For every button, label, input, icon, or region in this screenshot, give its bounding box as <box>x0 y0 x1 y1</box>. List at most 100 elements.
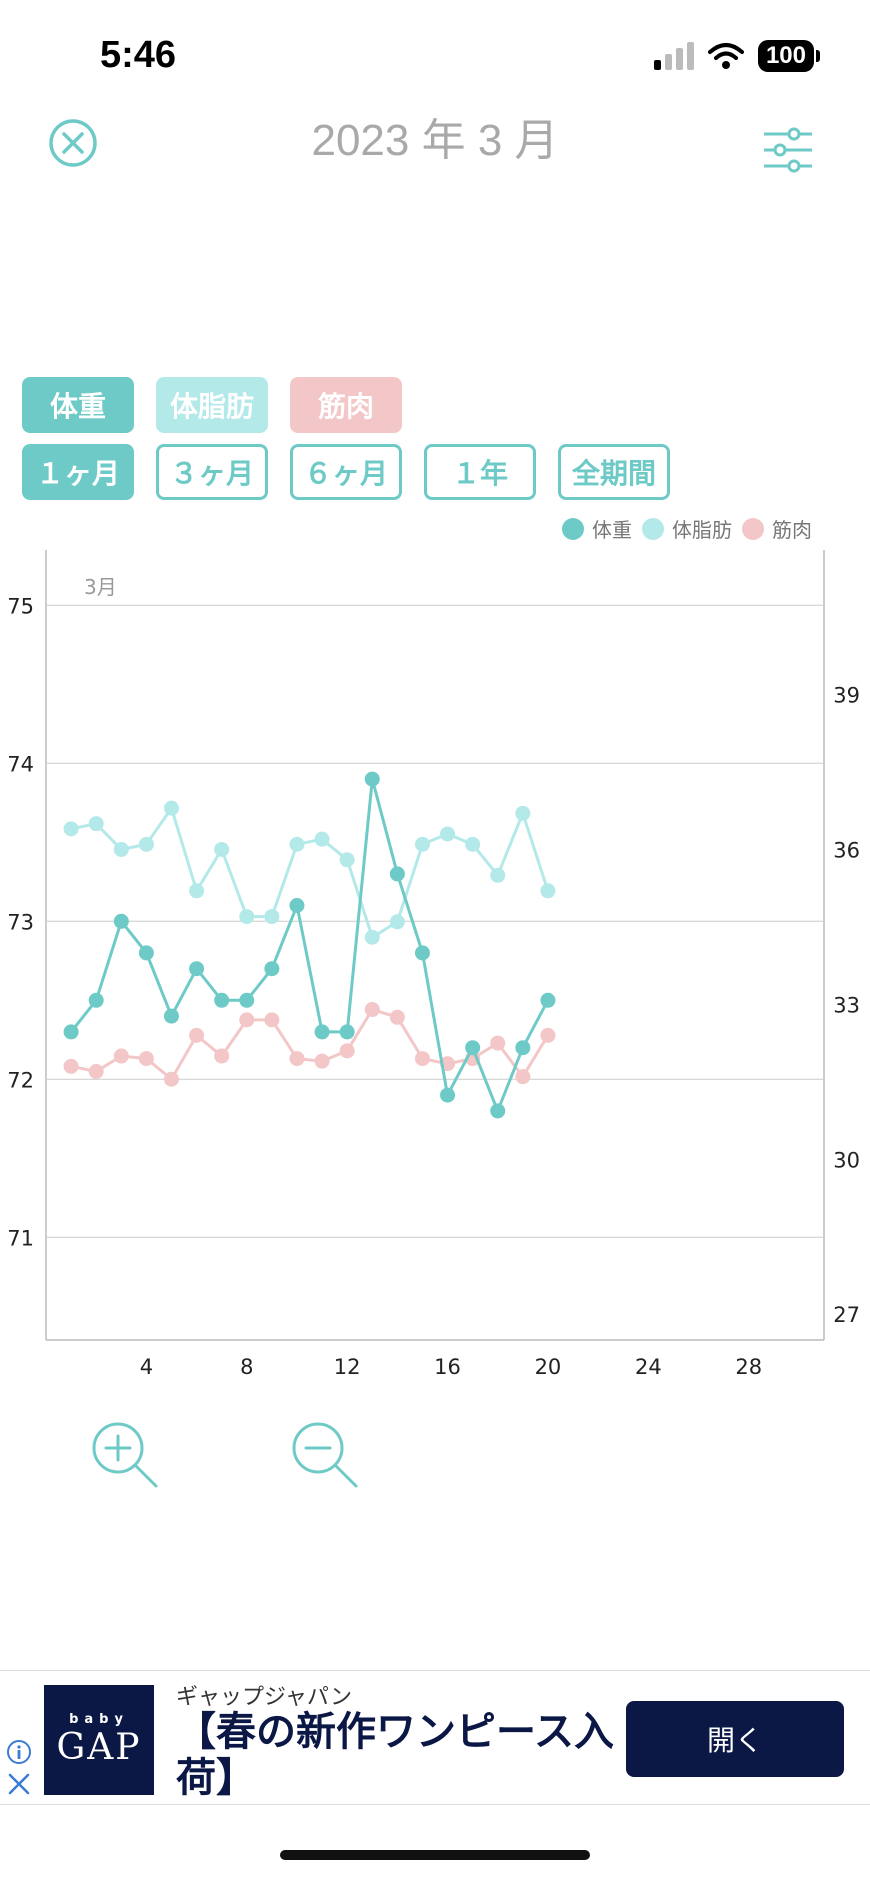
info-icon[interactable] <box>6 1739 32 1765</box>
legend-label-body-fat: 体脂肪 <box>672 518 732 542</box>
data-point-muscle <box>264 1012 280 1028</box>
data-point-weight <box>414 945 430 961</box>
status-icons: 100 <box>653 40 821 72</box>
data-point-body-fat <box>163 800 179 816</box>
y-left-tick-label: 71 <box>7 1226 34 1250</box>
legend-label-muscle: 筋肉 <box>772 518 812 542</box>
chip-weight[interactable]: 体重 <box>22 377 134 433</box>
ad-close-icon[interactable] <box>6 1771 32 1797</box>
data-point-body-fat <box>63 821 79 837</box>
signal-icon <box>653 42 694 70</box>
data-point-muscle <box>490 1035 506 1051</box>
legend-item-muscle: 筋肉 <box>742 514 812 543</box>
y-right-tick-label: 39 <box>833 684 860 708</box>
data-point-muscle <box>515 1069 531 1085</box>
chart-legend: 体重 体脂肪 筋肉 <box>562 514 812 543</box>
data-point-muscle <box>339 1043 355 1059</box>
battery-indicator: 100 <box>757 40 821 72</box>
data-point-weight <box>314 1024 330 1040</box>
data-point-weight <box>490 1103 506 1119</box>
data-point-weight <box>540 992 556 1008</box>
data-point-muscle <box>389 1009 405 1025</box>
ad-logo[interactable]: baby GAP <box>44 1685 154 1795</box>
page-title: 2023 年 3 月 <box>311 116 559 165</box>
settings-sliders-icon[interactable] <box>762 126 814 174</box>
ad-logo-big-text: GAP <box>56 1727 142 1768</box>
data-point-weight <box>88 992 104 1008</box>
legend-dot-muscle <box>742 517 764 540</box>
data-point-muscle <box>214 1048 230 1064</box>
x-tick-label: 4 <box>140 1355 153 1379</box>
data-point-weight <box>364 771 380 787</box>
data-point-muscle <box>239 1012 255 1028</box>
series-line-weight <box>69 778 550 1115</box>
data-point-muscle <box>138 1051 154 1067</box>
data-point-muscle <box>163 1071 179 1087</box>
data-point-muscle <box>314 1053 330 1069</box>
data-point-weight <box>515 1040 531 1056</box>
period-1-month[interactable]: １ヶ月 <box>22 444 134 500</box>
data-point-weight <box>239 992 255 1008</box>
home-indicator <box>280 1850 590 1860</box>
y-right-tick-label: 33 <box>833 993 860 1017</box>
zoom-out-icon[interactable] <box>290 1420 362 1492</box>
data-point-weight <box>163 1008 179 1024</box>
data-point-body-fat <box>540 883 556 899</box>
period-6-months[interactable]: ６ヶ月 <box>290 444 402 500</box>
data-point-muscle <box>289 1051 305 1067</box>
data-point-body-fat <box>465 836 481 852</box>
series-line-body-fat <box>70 804 550 940</box>
data-point-weight <box>289 898 305 913</box>
y-right-tick-label: 36 <box>833 838 860 862</box>
data-point-weight <box>339 1024 355 1040</box>
data-point-muscle <box>414 1051 430 1067</box>
data-point-weight <box>465 1040 481 1056</box>
data-point-muscle <box>88 1064 104 1080</box>
legend-dot-body-fat <box>642 517 664 540</box>
month-label: 3月 <box>84 575 117 599</box>
x-tick-label: 12 <box>334 1355 361 1379</box>
data-point-body-fat <box>138 836 154 852</box>
x-tick-label: 24 <box>635 1355 662 1379</box>
data-point-muscle <box>189 1027 205 1043</box>
data-point-body-fat <box>314 831 330 847</box>
y-left-tick-label: 75 <box>7 594 34 618</box>
data-point-body-fat <box>264 909 280 925</box>
data-point-body-fat <box>289 836 305 852</box>
zoom-in-icon[interactable] <box>90 1420 162 1492</box>
close-icon[interactable] <box>48 118 98 168</box>
period-1-year[interactable]: １年 <box>424 444 536 500</box>
data-point-body-fat <box>214 841 230 857</box>
chip-muscle[interactable]: 筋肉 <box>290 377 402 433</box>
data-point-weight <box>63 1024 79 1040</box>
y-left-tick-label: 74 <box>7 752 34 776</box>
x-tick-label: 16 <box>434 1355 461 1379</box>
data-point-body-fat <box>88 816 104 832</box>
x-tick-label: 28 <box>735 1355 762 1379</box>
data-point-body-fat <box>515 805 531 821</box>
data-point-body-fat <box>414 836 430 852</box>
period-all[interactable]: 全期間 <box>558 444 670 500</box>
data-point-body-fat <box>189 883 205 899</box>
period-3-months[interactable]: ３ヶ月 <box>156 444 268 500</box>
data-point-body-fat <box>490 867 506 883</box>
data-point-body-fat <box>364 929 380 945</box>
y-left-tick-label: 73 <box>7 910 34 934</box>
data-point-weight <box>440 1087 456 1103</box>
status-time: 5:46 <box>100 34 177 76</box>
data-point-weight <box>138 945 154 961</box>
legend-item-weight: 体重 <box>562 514 632 543</box>
y-right-tick-label: 27 <box>833 1303 860 1327</box>
ad-logo-small-text: baby <box>69 1712 129 1727</box>
y-right-tick-label: 30 <box>833 1148 860 1172</box>
data-point-weight <box>189 961 205 977</box>
data-point-body-fat <box>440 826 456 842</box>
data-point-body-fat <box>239 909 255 925</box>
data-point-weight <box>113 913 129 929</box>
data-point-weight <box>389 866 405 882</box>
data-point-muscle <box>540 1027 556 1043</box>
ad-open-button[interactable]: 開く <box>626 1701 844 1777</box>
chip-body-fat[interactable]: 体脂肪 <box>156 377 268 433</box>
ad-headline[interactable]: 【春の新作ワンピース入荷】 <box>176 1709 614 1801</box>
ad-banner[interactable]: baby GAP ギャップジャパン 【春の新作ワンピース入荷】 開く <box>0 1670 870 1805</box>
